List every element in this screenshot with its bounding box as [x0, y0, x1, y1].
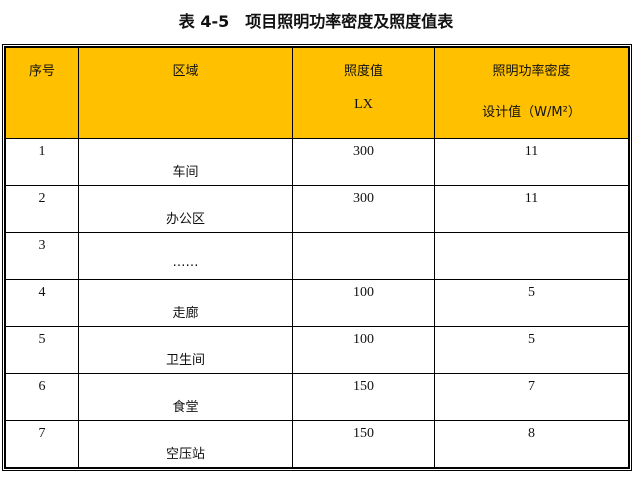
cell-seq: 4 — [5, 279, 79, 327]
cell-lux: 150 — [292, 373, 435, 421]
table-row: 6 食堂 150 7 — [5, 373, 629, 421]
cell-lux: 150 — [292, 420, 435, 468]
table-row: 3 …… — [5, 232, 629, 280]
lighting-table: 序号 区域 照度值 LX 照明功率密度 设计值（W/M²） 1 车间 300 11 2… — [2, 44, 632, 471]
cell-area: 空压站 — [78, 420, 293, 468]
header-seq: 序号 — [5, 47, 79, 139]
cell-area: 卫生间 — [78, 326, 293, 374]
cell-lpd: 5 — [434, 279, 629, 327]
table-row: 7 空压站 150 8 — [5, 420, 629, 468]
header-row: 序号 区域 照度值 LX 照明功率密度 设计值（W/M²） — [5, 47, 629, 139]
cell-area: 食堂 — [78, 373, 293, 421]
cell-lpd: 11 — [434, 138, 629, 186]
cell-area: 办公区 — [78, 185, 293, 233]
cell-lux — [292, 232, 435, 280]
table-row: 2 办公区 300 11 — [5, 185, 629, 233]
cell-lux: 300 — [292, 185, 435, 233]
cell-lux: 100 — [292, 279, 435, 327]
cell-area: 走廊 — [78, 279, 293, 327]
cell-lux: 300 — [292, 138, 435, 186]
header-lpd: 照明功率密度 设计值（W/M²） — [434, 47, 629, 139]
table-row: 5 卫生间 100 5 — [5, 326, 629, 374]
cell-lux: 100 — [292, 326, 435, 374]
cell-seq: 7 — [5, 420, 79, 468]
header-area: 区域 — [78, 47, 293, 139]
cell-seq: 2 — [5, 185, 79, 233]
cell-lpd: 8 — [434, 420, 629, 468]
cell-seq: 6 — [5, 373, 79, 421]
cell-lpd: 7 — [434, 373, 629, 421]
cell-area: …… — [78, 232, 293, 280]
cell-lpd: 5 — [434, 326, 629, 374]
cell-lpd — [434, 232, 629, 280]
table-row: 4 走廊 100 5 — [5, 279, 629, 327]
cell-area: 车间 — [78, 138, 293, 186]
table-title: 表 4-5 项目照明功率密度及照度值表 — [178, 12, 454, 31]
header-lux: 照度值 LX — [292, 47, 435, 139]
cell-seq: 5 — [5, 326, 79, 374]
table-row: 1 车间 300 11 — [5, 138, 629, 186]
cell-seq: 1 — [5, 138, 79, 186]
cell-lpd: 11 — [434, 185, 629, 233]
cell-seq: 3 — [5, 232, 79, 280]
